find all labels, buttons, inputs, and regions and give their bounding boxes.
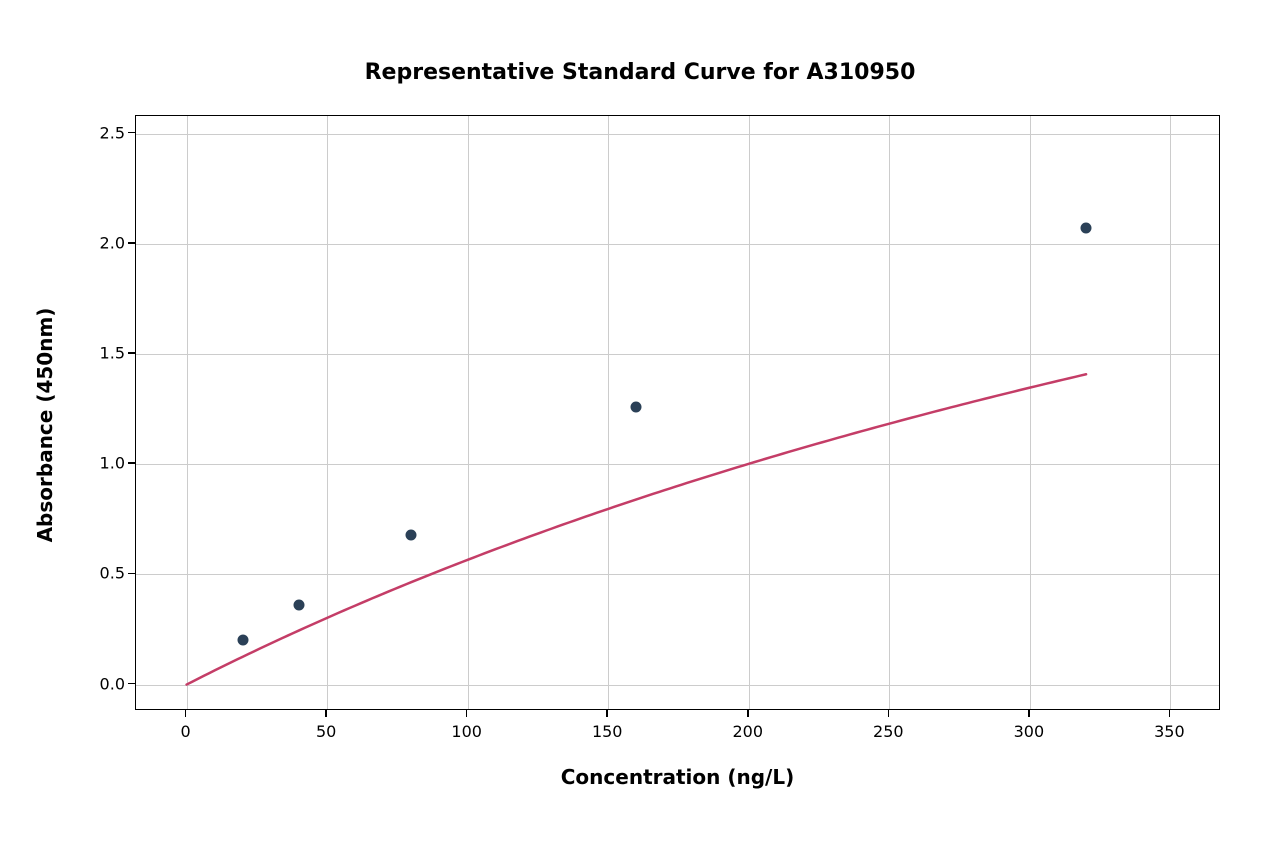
y-tick-label: 1.0 [90,454,125,473]
grid-line-horizontal [136,354,1219,355]
grid-line-vertical [1170,116,1171,709]
x-tick-label: 200 [732,722,763,741]
grid-line-horizontal [136,685,1219,686]
grid-line-vertical [749,116,750,709]
grid-line-vertical [608,116,609,709]
y-tick-mark [128,132,135,134]
x-tick-mark [185,710,187,717]
y-tick-label: 0.5 [90,564,125,583]
data-point [294,600,305,611]
y-axis-label: Absorbance (450nm) [33,307,57,542]
grid-line-horizontal [136,464,1219,465]
data-point [237,635,248,646]
y-tick-mark [128,242,135,244]
x-tick-mark [888,710,890,717]
grid-line-vertical [1030,116,1031,709]
grid-line-horizontal [136,134,1219,135]
x-tick-label: 0 [181,722,191,741]
x-tick-mark [1169,710,1171,717]
fitted-curve [136,116,1221,711]
y-tick-label: 1.5 [90,344,125,363]
y-tick-label: 0.0 [90,674,125,693]
plot-area [135,115,1220,710]
x-tick-label: 100 [451,722,482,741]
x-tick-mark [466,710,468,717]
data-point [631,401,642,412]
grid-line-vertical [187,116,188,709]
y-tick-label: 2.5 [90,123,125,142]
x-tick-label: 350 [1154,722,1185,741]
y-tick-mark [128,352,135,354]
x-tick-label: 250 [873,722,904,741]
y-tick-mark [128,573,135,575]
x-tick-mark [1028,710,1030,717]
x-tick-mark [606,710,608,717]
x-axis-label: Concentration (ng/L) [135,765,1220,789]
grid-line-vertical [327,116,328,709]
grid-line-horizontal [136,574,1219,575]
x-tick-label: 50 [316,722,336,741]
y-tick-label: 2.0 [90,233,125,252]
data-point [406,529,417,540]
chart-container: Representative Standard Curve for A31095… [0,0,1280,845]
y-tick-mark [128,462,135,464]
x-tick-label: 150 [592,722,623,741]
grid-line-horizontal [136,244,1219,245]
x-tick-mark [325,710,327,717]
grid-line-vertical [468,116,469,709]
x-tick-label: 300 [1014,722,1045,741]
chart-title: Representative Standard Curve for A31095… [0,60,1280,85]
data-point [1081,223,1092,234]
grid-line-vertical [889,116,890,709]
y-tick-mark [128,683,135,685]
x-tick-mark [747,710,749,717]
